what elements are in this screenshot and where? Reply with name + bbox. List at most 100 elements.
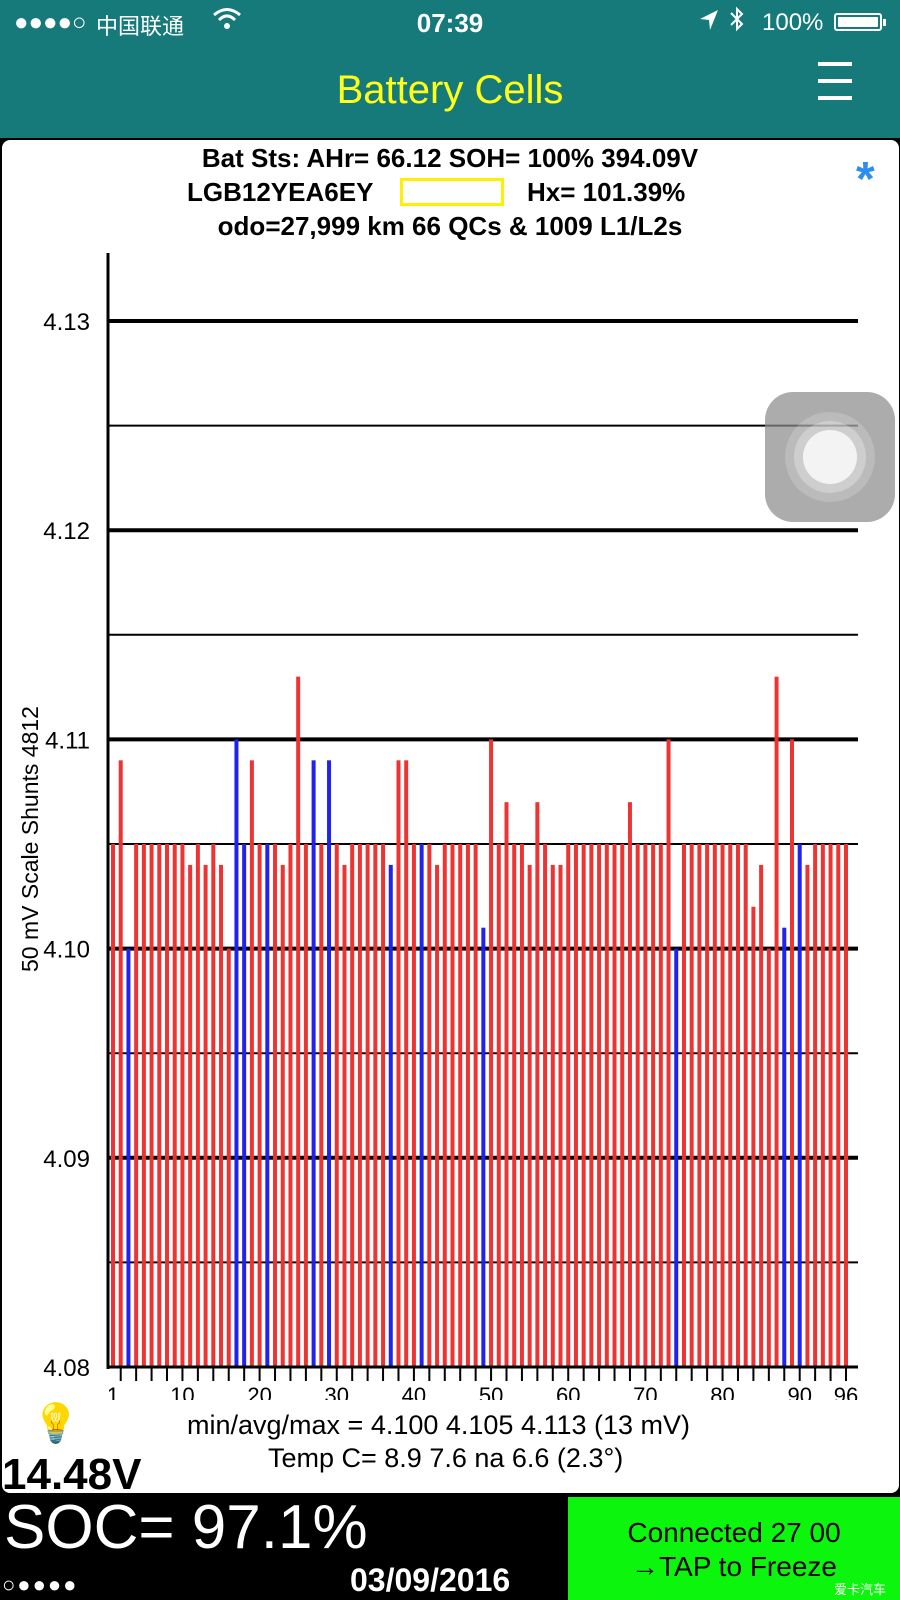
cell-bar-67 [620, 844, 625, 1367]
cell-bar-92 [813, 844, 818, 1367]
lightbulb-icon[interactable]: 💡 [32, 1403, 80, 1445]
cell-bar-74 [674, 948, 679, 1367]
bluetooth-icon [728, 6, 746, 39]
cell-bar-20 [257, 844, 262, 1367]
status-bar: ●●●●○ 中国联通 07:39 100% [0, 0, 900, 44]
cell-bar-38 [396, 760, 401, 1367]
y-tick-label: 4.12 [43, 518, 90, 545]
cell-bar-93 [820, 844, 825, 1367]
cell-bar-66 [612, 844, 617, 1367]
hamburger-menu-icon[interactable] [818, 60, 852, 102]
x-tick-label: 20 [247, 1383, 271, 1400]
cell-bar-79 [712, 844, 717, 1367]
cell-bar-53 [512, 844, 517, 1367]
cell-bar-32 [350, 844, 355, 1367]
cell-bar-76 [689, 844, 694, 1367]
cell-bar-58 [550, 864, 555, 1367]
vin-field-box [400, 178, 504, 206]
cell-bar-29 [327, 760, 332, 1367]
odometer-line: odo=27,999 km 66 QCs & 1009 L1/L2s [217, 211, 683, 241]
page-title: Battery Cells [336, 68, 564, 112]
cell-bar-13 [203, 864, 208, 1367]
cell-bar-83 [743, 844, 748, 1367]
x-tick-label: 60 [556, 1383, 580, 1400]
cell-bar-78 [705, 844, 710, 1367]
cell-bar-28 [319, 844, 324, 1367]
y-axis-label: 50 mV Scale Shunts 4812 [17, 706, 43, 972]
cell-bar-54 [519, 844, 524, 1367]
cell-bar-47 [465, 844, 470, 1367]
connection-status: Connected 27 00 [627, 1517, 841, 1548]
cell-bar-46 [458, 844, 463, 1367]
cell-bar-62 [581, 844, 586, 1367]
cell-bar-64 [597, 844, 602, 1367]
cell-bar-34 [365, 844, 370, 1367]
x-tick-label: 70 [633, 1383, 657, 1400]
cell-bar-1 [111, 844, 115, 1367]
cell-bar-75 [681, 844, 686, 1367]
temperature-stats: Temp C= 8.9 7.6 na 6.6 (2.3°) [268, 1443, 624, 1473]
asterisk-icon[interactable]: * [856, 153, 875, 206]
cell-bar-49 [481, 927, 486, 1367]
cell-bar-17 [234, 739, 239, 1367]
cell-bar-89 [789, 739, 794, 1367]
cell-bar-84 [751, 906, 756, 1367]
cell-bar-5 [141, 844, 146, 1367]
cell-bar-2 [118, 760, 123, 1367]
state-of-charge: SOC= 97.1% [4, 1493, 368, 1562]
cell-bar-68 [627, 802, 632, 1367]
clock-time: 07:39 [416, 8, 484, 38]
cell-bar-22 [273, 844, 278, 1367]
cell-bar-14 [211, 844, 216, 1367]
x-tick-label: 96 [834, 1383, 858, 1400]
assistive-touch-button[interactable] [765, 392, 895, 522]
cell-bar-87 [774, 676, 779, 1367]
cell-bar-40 [411, 844, 416, 1367]
cell-bar-16 [226, 948, 231, 1367]
x-tick-label: 50 [479, 1383, 503, 1400]
y-tick-label: 4.09 [43, 1146, 90, 1173]
cell-bar-9 [172, 844, 177, 1367]
top-bar: ●●●●○ 中国联通 07:39 100% Battery Cells [0, 0, 900, 138]
tap-to-freeze-label: →TAP to Freeze [631, 1551, 837, 1582]
cell-bar-41 [419, 844, 424, 1367]
cell-bar-45 [450, 844, 455, 1367]
x-tick-label: 10 [170, 1383, 194, 1400]
cell-bar-60 [566, 844, 571, 1367]
chart-axes: 4.13 4.12 4.11 4.10 4.09 4.08 1 10 20 30 40 50 60 70 8… [43, 253, 858, 1400]
cell-bar-15 [219, 864, 224, 1367]
aux-battery-voltage: 14.48V [2, 1450, 142, 1499]
cell-bar-18 [242, 844, 247, 1367]
cell-bar-71 [651, 844, 656, 1367]
cell-bar-94 [828, 844, 833, 1367]
cell-bar-96 [844, 844, 848, 1367]
cell-bar-59 [558, 864, 563, 1367]
cell-bar-44 [442, 844, 447, 1367]
cell-voltage-chart[interactable]: 4.13 4.12 4.11 4.10 4.09 4.08 1 10 20 30 40 50 60 70 8… [0, 0, 900, 1400]
hx-label: Hx= 101.39% [527, 177, 686, 207]
cell-bar-8 [165, 844, 170, 1367]
connection-freeze-button[interactable]: Connected 27 00 →TAP to Freeze [568, 1497, 900, 1600]
cell-bar-31 [342, 864, 347, 1367]
cell-bar-10 [180, 844, 185, 1367]
cell-bar-39 [404, 760, 409, 1367]
y-tick-label: 4.10 [43, 937, 90, 964]
cell-bar-37 [388, 864, 393, 1367]
cell-bar-82 [735, 844, 740, 1367]
cell-bar-6 [149, 844, 154, 1367]
vin-label: LGB12YEA6EY [187, 177, 374, 207]
cell-bar-7 [157, 844, 162, 1367]
cell-bar-35 [373, 844, 378, 1367]
cell-bar-69 [635, 844, 640, 1367]
cell-bar-3 [126, 948, 131, 1367]
wifi-icon [212, 6, 242, 37]
cell-bar-23 [280, 864, 285, 1367]
cell-bar-88 [782, 927, 787, 1367]
cell-bar-43 [435, 864, 440, 1367]
cell-bar-81 [728, 844, 733, 1367]
x-tick-label: 40 [402, 1383, 426, 1400]
cell-bar-86 [766, 948, 771, 1367]
page-indicator[interactable]: ○●●●● [2, 1572, 79, 1597]
min-avg-max-stats: min/avg/max = 4.100 4.105 4.113 (13 mV) [187, 1410, 691, 1440]
